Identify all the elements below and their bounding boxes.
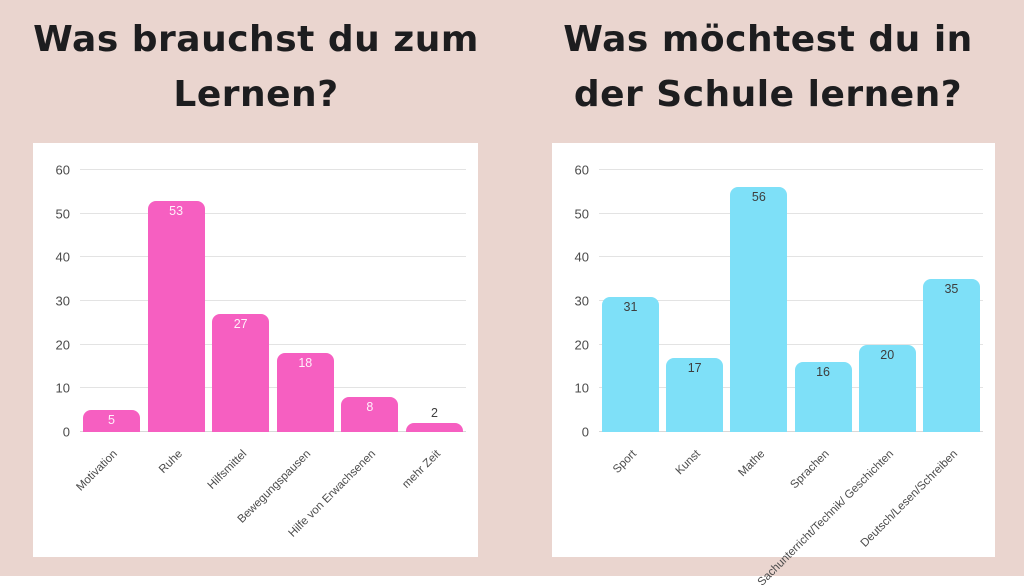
bar-value-label: 31 [623,299,638,314]
gridline [599,169,983,170]
left-chart-section: Was brauchst du zum Lernen? 0 10 20 30 40 50 6… [0,0,512,576]
y-axis-tick-label: 0 [62,424,70,440]
bar: 35 [922,279,980,432]
bar: 27 [212,314,270,432]
x-axis-label-cell: mehr Zeit [400,438,463,556]
y-axis-tick-label: 0 [581,424,589,440]
bars-group: 31 17 56 16 20 35 [599,170,983,432]
x-axis-label: Sprachen [788,448,832,492]
chart-title-learning-needs: Was brauchst du zum Lernen? [33,19,479,115]
x-axis-label: Sport [611,448,639,476]
plot-area: 0 10 20 30 40 50 60 31 17 56 16 20 35 [575,163,983,440]
gridline [80,169,466,170]
y-axis-tick-label: 10 [574,380,589,396]
y-axis-tick-label: 30 [574,293,589,309]
gridline [80,387,466,389]
gridline [599,300,983,301]
bars-group: 5 53 27 18 8 2 [80,170,466,432]
bar-value-label: 35 [944,282,959,297]
x-axis-label-cell: Deutsch/Lesen/Schreiben [858,438,980,556]
y-axis-tick-label: 30 [55,293,70,309]
x-axis-label-cell: Motivation [74,438,140,556]
y-axis-tick-label: 60 [55,162,70,178]
x-axis-baseline [80,431,466,432]
bar-chart-school-wishes: 0 10 20 30 40 50 60 31 17 56 16 20 35 Sport Kunst Mathe… [552,143,995,588]
bar-value-label: 16 [816,365,831,380]
bar-value-label: 8 [366,400,374,415]
y-axis-tick-label: 20 [55,337,70,353]
bar-value-label: 20 [880,347,895,362]
y-axis-tick-label: 60 [574,162,589,178]
x-axis-label-cell: Kunst [666,438,723,556]
gridline [599,387,983,389]
gridline [80,256,466,258]
right-chart-section: Was möchtest du in der Schule lernen? 0 1… [512,0,1024,588]
bar: 18 [276,353,334,432]
gridline [599,212,983,214]
x-axis-label: Ruhe [156,448,185,476]
x-axis-label: mehr Zeit [400,448,443,491]
bar: 8 [341,397,399,432]
bar-chart-learning-needs: 0 10 20 30 40 50 60 5 53 27 18 8 2 Motivation Ruhe Hilf… [33,143,478,557]
bar-value-label: 53 [169,203,184,218]
x-axis-label: Hilfsmittel [205,448,250,492]
y-axis-tick-label: 50 [574,206,589,222]
bar-value-label: 56 [751,190,766,205]
gridline [599,343,983,345]
bar-value-label: 2 [430,406,438,421]
x-axis-labels: Sport Kunst Mathe Sprachen Sachunterricht/Te… [599,438,983,588]
gridline [80,300,466,301]
bar-value-label: 17 [687,360,702,375]
y-axis-tick-label: 50 [55,206,70,222]
bar: 17 [666,357,724,432]
gridline [80,212,466,214]
x-axis-label: Kunst [673,448,704,478]
bar-value-label: 27 [233,317,248,332]
y-axis-tick-label: 40 [55,249,70,265]
bar: 56 [730,187,788,432]
gridline [599,256,983,258]
y-axis-tick-label: 40 [574,249,589,265]
x-axis-label-cell: Ruhe [148,438,205,556]
bar: 5 [83,410,140,432]
chart-title-school-wishes: Was möchtest du in der Schule lernen? [563,19,973,115]
y-axis-tick-label: 20 [574,337,589,353]
bar: 2 [405,406,463,432]
y-axis-tick-label: 10 [55,380,70,396]
x-axis-label-cell: Mathe [730,438,787,556]
x-axis-label: Mathe [736,448,768,480]
left-chart-card: 0 10 20 30 40 50 60 5 53 27 18 8 2 Motivation Ruhe Hilf… [33,143,478,557]
gridline [80,343,466,345]
bar-value-label: 18 [298,356,313,371]
x-axis-label: Motivation [74,448,120,494]
right-chart-card: 0 10 20 30 40 50 60 31 17 56 16 20 35 Sport Kunst Mathe… [552,143,995,588]
x-axis-label-cell: Sport [602,438,659,556]
bar: 53 [147,200,205,432]
bar-value-label: 5 [108,413,115,428]
x-axis-label-cell: Hilfe von Erwachsenen [287,438,398,556]
x-axis-baseline [599,431,983,432]
bar: 31 [602,296,659,432]
bar: 20 [858,344,916,432]
plot-area: 0 10 20 30 40 50 60 5 53 27 18 8 2 [56,163,466,440]
bar: 16 [794,362,852,432]
x-axis-labels: Motivation Ruhe Hilfsmittel Bewegungspausen… [74,438,466,556]
